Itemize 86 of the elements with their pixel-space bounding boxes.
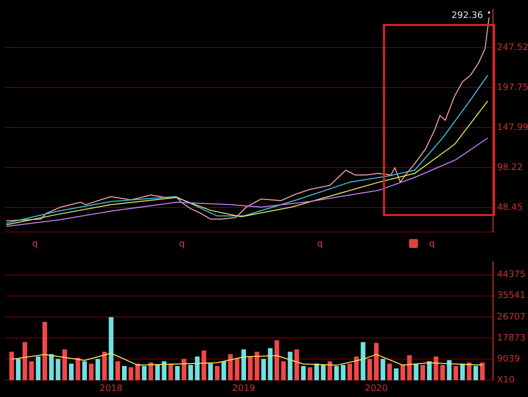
bar	[473, 366, 478, 380]
y-tick-label: 17873	[497, 333, 526, 344]
bar	[16, 358, 21, 380]
bar	[29, 361, 34, 380]
bar	[387, 364, 392, 380]
bar	[148, 362, 154, 380]
bar	[56, 358, 60, 380]
y-tick-label: 48.45	[497, 202, 523, 213]
y-tick-label: 44375	[497, 270, 526, 280]
bar	[135, 364, 140, 380]
bar	[175, 366, 180, 380]
bar	[62, 349, 68, 380]
bar	[155, 364, 160, 380]
bar	[440, 364, 445, 380]
bar	[88, 364, 94, 380]
bar	[334, 366, 339, 380]
bar	[460, 364, 465, 380]
y-tick-label: 35541	[497, 291, 526, 302]
x-tick-label: 2019	[232, 384, 256, 394]
y-tick-label: 147.99	[497, 122, 528, 133]
bar	[308, 367, 312, 380]
bar	[394, 368, 399, 380]
bar	[22, 342, 28, 380]
y-tick-label: 98.22	[497, 162, 523, 173]
bar	[347, 364, 352, 380]
bar	[82, 361, 87, 380]
bar	[202, 350, 206, 380]
bar	[360, 342, 366, 380]
bar	[268, 348, 273, 380]
bar	[36, 356, 40, 380]
bar	[95, 358, 100, 380]
bar	[434, 356, 438, 380]
bar	[380, 358, 386, 380]
bar	[68, 364, 74, 380]
annotation: 292.36	[452, 10, 484, 21]
bar	[42, 322, 48, 380]
bar	[446, 360, 452, 380]
bar	[9, 352, 14, 380]
text: q	[179, 239, 185, 250]
bar	[281, 361, 286, 380]
bar	[354, 356, 359, 380]
x-tick-label: 2020	[364, 384, 388, 394]
bar	[194, 356, 200, 380]
bar	[274, 340, 280, 380]
text: q	[32, 239, 38, 250]
bar	[102, 352, 107, 380]
bar	[49, 354, 54, 380]
bar	[288, 352, 292, 380]
bar	[188, 364, 193, 380]
y-tick-label: X10	[497, 376, 515, 386]
text: q	[317, 239, 323, 250]
y-tick-label: 26707	[497, 312, 526, 322]
bar	[168, 364, 174, 380]
bar	[414, 364, 418, 380]
bar	[254, 352, 260, 380]
bar	[320, 364, 326, 380]
y-tick-label: 247.52	[497, 42, 528, 53]
bar	[480, 362, 485, 380]
bar	[466, 362, 472, 380]
bar	[420, 364, 426, 380]
text: q	[429, 239, 435, 250]
bar	[294, 349, 300, 380]
bar	[367, 358, 372, 380]
bar	[407, 355, 412, 380]
bar	[301, 366, 306, 380]
x-tick-label: 2018	[100, 384, 123, 394]
bar	[122, 366, 127, 380]
bar	[221, 361, 226, 380]
bar	[182, 358, 186, 380]
bar	[340, 364, 346, 380]
bar	[314, 364, 319, 380]
bar	[261, 358, 266, 380]
bar	[115, 361, 120, 380]
bar	[214, 366, 220, 380]
y-tick-label: 9039	[497, 354, 520, 364]
bar	[76, 358, 80, 380]
bar	[241, 349, 246, 380]
bar	[248, 356, 253, 380]
bar	[208, 364, 213, 380]
bar	[454, 366, 458, 380]
bar	[142, 366, 147, 380]
bar	[400, 364, 406, 380]
y-tick-label: 197.75	[497, 82, 528, 93]
bar	[108, 317, 114, 380]
bar	[128, 367, 134, 380]
bar	[374, 342, 379, 380]
